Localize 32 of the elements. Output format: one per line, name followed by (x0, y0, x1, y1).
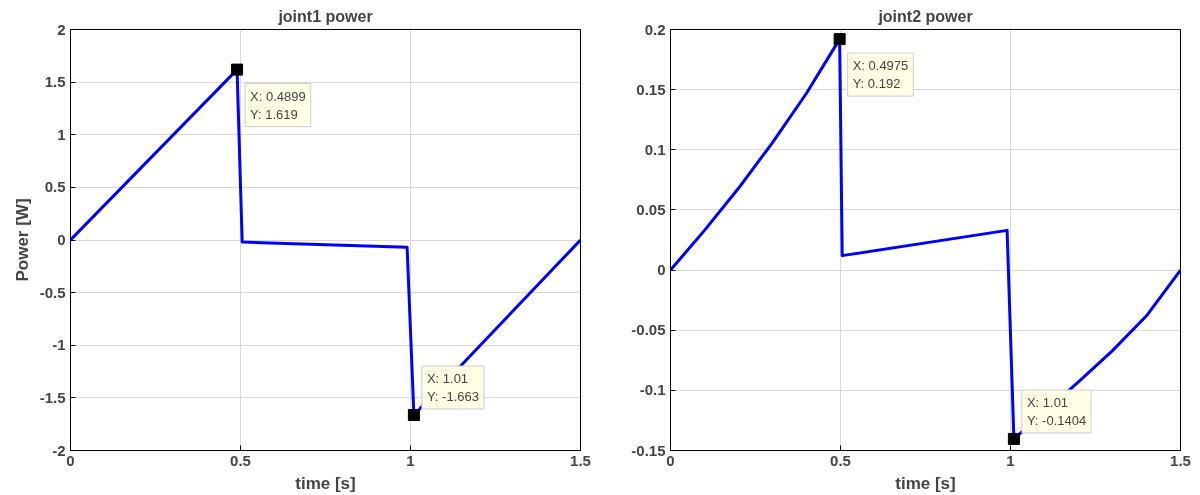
y-tick-label: -0.1 (639, 381, 666, 399)
annotation: X: 0.4975 Y: 0.192 (852, 58, 909, 92)
y-tick-label: 0 (57, 231, 66, 248)
annotation: X: 0.4899 Y: 1.619 (250, 88, 306, 122)
x-tick-label: 0.5 (830, 451, 851, 469)
y-tick-label: -0.5 (39, 283, 66, 301)
y-tick-label: 0.1 (644, 140, 666, 158)
y-tick-label: 2 (57, 20, 66, 38)
y-tick-label: 1.5 (44, 73, 66, 91)
y-tick-label: 0.15 (636, 80, 666, 98)
y-tick-label: 1 (57, 125, 66, 143)
y-tick-label: 0.2 (644, 20, 666, 38)
y-tick-label: -2 (52, 441, 66, 459)
x-tick-label: 1 (406, 451, 415, 469)
y-tick-label: 0 (657, 261, 666, 279)
y-tick-label: -0.05 (631, 321, 666, 339)
y-tick-label: -1.5 (39, 388, 66, 406)
annotation: X: 1.01 Y: -1.663 (426, 371, 479, 405)
chart-title: joint1 power (277, 7, 373, 25)
y-axis-title: Power [W] (12, 198, 32, 282)
y-tick-label: -1 (52, 336, 66, 354)
chart-title: joint2 power (877, 7, 973, 25)
x-tick-label: 1.5 (1170, 451, 1191, 469)
x-tick-label: 1 (1006, 451, 1015, 469)
y-tick-label: 0.05 (636, 200, 666, 218)
x-axis-title: time [s] (895, 473, 956, 493)
x-tick-label: 1.5 (570, 451, 591, 469)
y-tick-label: -0.15 (631, 441, 666, 459)
y-tick-label: 0.5 (44, 178, 66, 196)
x-axis-title: time [s] (295, 473, 356, 493)
x-tick-label: 0.5 (230, 451, 251, 469)
annotation: X: 1.01 Y: -0.1404 (1026, 394, 1087, 428)
